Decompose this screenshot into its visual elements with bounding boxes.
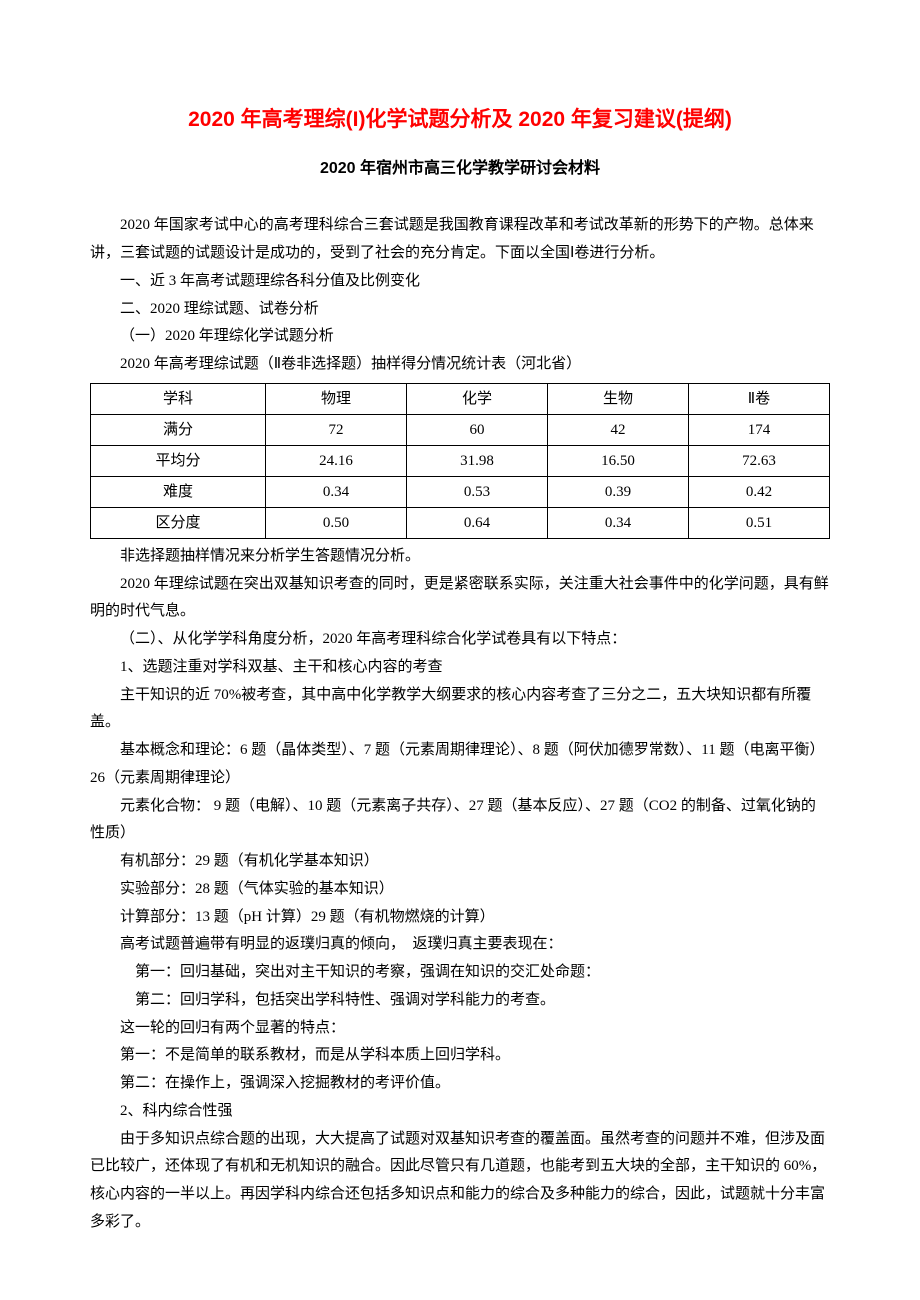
body-paragraph: 实验部分：28 题（气体实验的基本知识） — [90, 876, 830, 904]
table-cell: 0.53 — [406, 476, 547, 507]
section-heading-2: （二）、从化学学科角度分析，2020 年高考理科综合化学试卷具有以下特点： — [90, 626, 830, 654]
body-paragraph: 计算部分：13 题（pH 计算）29 题（有机物燃烧的计算） — [90, 904, 830, 932]
table-cell: 平均分 — [91, 445, 266, 476]
table-header-cell: Ⅱ卷 — [688, 383, 829, 414]
table-cell: 60 — [406, 414, 547, 445]
table-cell: 31.98 — [406, 445, 547, 476]
table-cell: 72.63 — [688, 445, 829, 476]
table-header-cell: 物理 — [265, 383, 406, 414]
table-cell: 0.51 — [688, 507, 829, 538]
body-paragraph: 第二：回归学科，包括突出学科特性、强调对学科能力的考查。 — [90, 987, 830, 1015]
outline-item-2: 二、2020 理综试题、试卷分析 — [90, 296, 830, 324]
table-cell: 174 — [688, 414, 829, 445]
table-header-cell: 化学 — [406, 383, 547, 414]
table-cell: 72 — [265, 414, 406, 445]
document-title: 2020 年高考理综(I)化学试题分析及 2020 年复习建议(提纲) — [90, 100, 830, 140]
table-row: 满分 72 60 42 174 — [91, 414, 830, 445]
table-cell: 0.34 — [547, 507, 688, 538]
body-paragraph: 2020 年理综试题在突出双基知识考查的同时，更是紧密联系实际，关注重大社会事件… — [90, 571, 830, 627]
document-subtitle: 2020 年宿州市高三化学教学研讨会材料 — [90, 154, 830, 184]
outline-item-2-1: （一）2020 年理综化学试题分析 — [90, 323, 830, 351]
table-row: 难度 0.34 0.53 0.39 0.42 — [91, 476, 830, 507]
table-cell: 42 — [547, 414, 688, 445]
score-statistics-table: 学科 物理 化学 生物 Ⅱ卷 满分 72 60 42 174 平均分 24.16… — [90, 383, 830, 539]
body-paragraph: 主干知识的近 70%被考查，其中高中化学教学大纲要求的核心内容考查了三分之二，五… — [90, 682, 830, 738]
table-header-cell: 生物 — [547, 383, 688, 414]
body-paragraph: 非选择题抽样情况来分析学生答题情况分析。 — [90, 543, 830, 571]
body-paragraph: 由于多知识点综合题的出现，大大提高了试题对双基知识考查的覆盖面。虽然考查的问题并… — [90, 1126, 830, 1237]
body-paragraph: 第一：不是简单的联系教材，而是从学科本质上回归学科。 — [90, 1042, 830, 1070]
table-caption: 2020 年高考理综试题（Ⅱ卷非选择题）抽样得分情况统计表（河北省） — [90, 351, 830, 379]
table-row: 区分度 0.50 0.64 0.34 0.51 — [91, 507, 830, 538]
table-header-cell: 学科 — [91, 383, 266, 414]
body-paragraph: 基本概念和理论：6 题（晶体类型）、7 题（元素周期律理论）、8 题（阿伏加德罗… — [90, 737, 830, 793]
body-paragraph: 第二：在操作上，强调深入挖掘教材的考评价值。 — [90, 1070, 830, 1098]
body-paragraph: 高考试题普遍带有明显的返璞归真的倾向， 返璞归真主要表现在： — [90, 931, 830, 959]
body-paragraph: 元素化合物： 9 题（电解）、10 题（元素离子共存）、27 题（基本反应）、2… — [90, 793, 830, 849]
table-header-row: 学科 物理 化学 生物 Ⅱ卷 — [91, 383, 830, 414]
intro-paragraph: 2020 年国家考试中心的高考理科综合三套试题是我国教育课程改革和考试改革新的形… — [90, 212, 830, 268]
table-cell: 0.64 — [406, 507, 547, 538]
table-cell: 0.50 — [265, 507, 406, 538]
body-paragraph: 有机部分：29 题（有机化学基本知识） — [90, 848, 830, 876]
table-cell: 区分度 — [91, 507, 266, 538]
table-cell: 16.50 — [547, 445, 688, 476]
table-cell: 24.16 — [265, 445, 406, 476]
body-paragraph: 第一：回归基础，突出对主干知识的考察，强调在知识的交汇处命题： — [90, 959, 830, 987]
body-paragraph: 这一轮的回归有两个显著的特点： — [90, 1015, 830, 1043]
table-cell: 0.34 — [265, 476, 406, 507]
subsection-heading: 1、选题注重对学科双基、主干和核心内容的考查 — [90, 654, 830, 682]
table-cell: 满分 — [91, 414, 266, 445]
table-row: 平均分 24.16 31.98 16.50 72.63 — [91, 445, 830, 476]
table-cell: 0.39 — [547, 476, 688, 507]
subsection-heading: 2、科内综合性强 — [90, 1098, 830, 1126]
outline-item-1: 一、近 3 年高考试题理综各科分值及比例变化 — [90, 268, 830, 296]
table-cell: 0.42 — [688, 476, 829, 507]
table-cell: 难度 — [91, 476, 266, 507]
